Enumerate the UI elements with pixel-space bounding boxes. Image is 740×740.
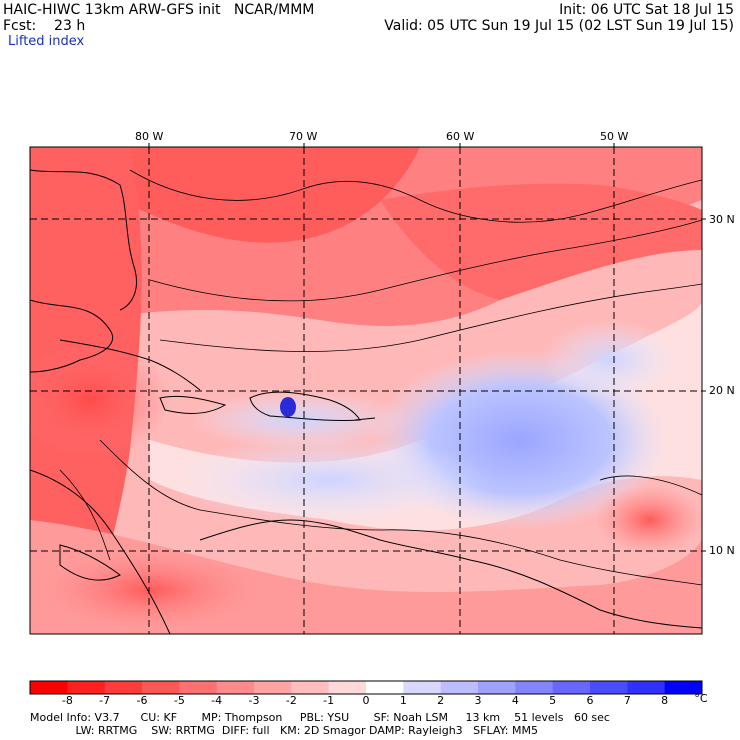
lon-label-80w: 80 W [135, 130, 164, 143]
colorbar-tick-label: -7 [99, 694, 111, 707]
colorbar-swatch [328, 681, 367, 694]
colorbar-tick-label: -3 [248, 694, 260, 707]
coast-cuba [59, 339, 201, 391]
title-left: HAIC-HIWC 13km ARW-GFS init NCAR/MMM [3, 2, 315, 18]
colorbar-tick-label: 7 [623, 694, 631, 707]
contour-line [149, 219, 702, 302]
contour-line [129, 169, 702, 223]
contour-line [99, 439, 702, 586]
lon-label-50w: 50 W [600, 130, 629, 143]
colorbar-swatch [552, 681, 591, 694]
colorbar-tick-label: 5 [549, 694, 557, 707]
lat-ticks [702, 218, 706, 552]
valid-time: Valid: 05 UTC Sun 19 Jul 15 (02 LST Sun … [384, 18, 734, 34]
lat-label-20n: 20 N [709, 384, 735, 397]
colorbar-tick-label: 3 [474, 694, 482, 707]
colorbar-swatch [291, 681, 330, 694]
colorbar-tick-label: 0 [362, 694, 370, 707]
field-sw-spot [40, 550, 260, 630]
field-blue-spot [280, 397, 296, 417]
colorbar-tick-label: 4 [511, 694, 519, 707]
model-info-line2: LW: RRTMG SW: RRTMG DIFF: full KM: 2D Sm… [30, 724, 538, 737]
lon-label-60w: 60 W [446, 130, 475, 143]
colorbar-frame [29, 680, 703, 695]
contours [59, 169, 702, 586]
field-west-core [30, 340, 170, 460]
colorbar-tick-label: -2 [285, 694, 297, 707]
colorbar-swatch [179, 681, 218, 694]
coast-florida [30, 169, 137, 311]
coast-central-america [30, 469, 171, 634]
map-frame [29, 146, 703, 635]
colorbar-unit: °C [694, 692, 708, 705]
field-se-spot [595, 485, 702, 555]
colorbar-swatch [104, 681, 143, 694]
contour-line [59, 469, 111, 561]
init-time: Init: 06 UTC Sat 18 Jul 15 [559, 2, 734, 18]
colorbar-swatch [515, 681, 554, 694]
colorbar-swatch [478, 681, 516, 694]
coast-jamaica [159, 395, 227, 414]
field-blue-east [540, 320, 680, 400]
coast-gulf [30, 299, 113, 373]
lon-ticks [148, 143, 615, 147]
colorbar-swatch [67, 681, 106, 694]
map-field [30, 147, 702, 634]
coast-puerto-rico [354, 417, 376, 421]
colorbar [29, 680, 703, 695]
colorbar-tick-label: -8 [61, 694, 73, 707]
field-blue-central [190, 390, 410, 450]
forecast-hour: Fcst: 23 h [3, 18, 86, 34]
colorbar-swatch [627, 681, 666, 694]
coastlines [30, 169, 702, 634]
colorbar-swatch [590, 681, 628, 694]
colorbar-tick-label: -6 [136, 694, 148, 707]
colorbar-tick-label: 8 [661, 694, 669, 707]
contour-line [599, 475, 702, 496]
colorbar-tick-label: 1 [399, 694, 407, 707]
graticule [30, 147, 702, 634]
lat-label-10n: 10 N [709, 544, 735, 557]
colorbar-tick-label: 6 [586, 694, 594, 707]
colorbar-tick-label: 2 [437, 694, 445, 707]
colorbar-tick-label: -1 [323, 694, 335, 707]
colorbar-swatch [216, 681, 255, 694]
colorbar-swatch [440, 681, 479, 694]
colorbar-swatch [30, 681, 68, 694]
coast-south-america [199, 519, 702, 629]
colorbar-swatch [366, 681, 404, 694]
model-info-line1: Model Info: V3.7 CU: KF MP: Thompson PBL… [30, 711, 610, 724]
field-blue-west [170, 435, 490, 525]
lat-label-30n: 30 N [709, 213, 735, 226]
lon-label-70w: 70 W [289, 130, 318, 143]
colorbar-tick-label: -5 [173, 694, 185, 707]
colorbar-swatch [142, 681, 180, 694]
colorbar-swatch [254, 681, 292, 694]
contour-line [159, 283, 702, 352]
colorbar-swatch [664, 681, 703, 694]
colorbar-swatch [403, 681, 442, 694]
colorbar-tick-label: -4 [211, 694, 223, 707]
field-name: Lifted index [8, 34, 85, 49]
